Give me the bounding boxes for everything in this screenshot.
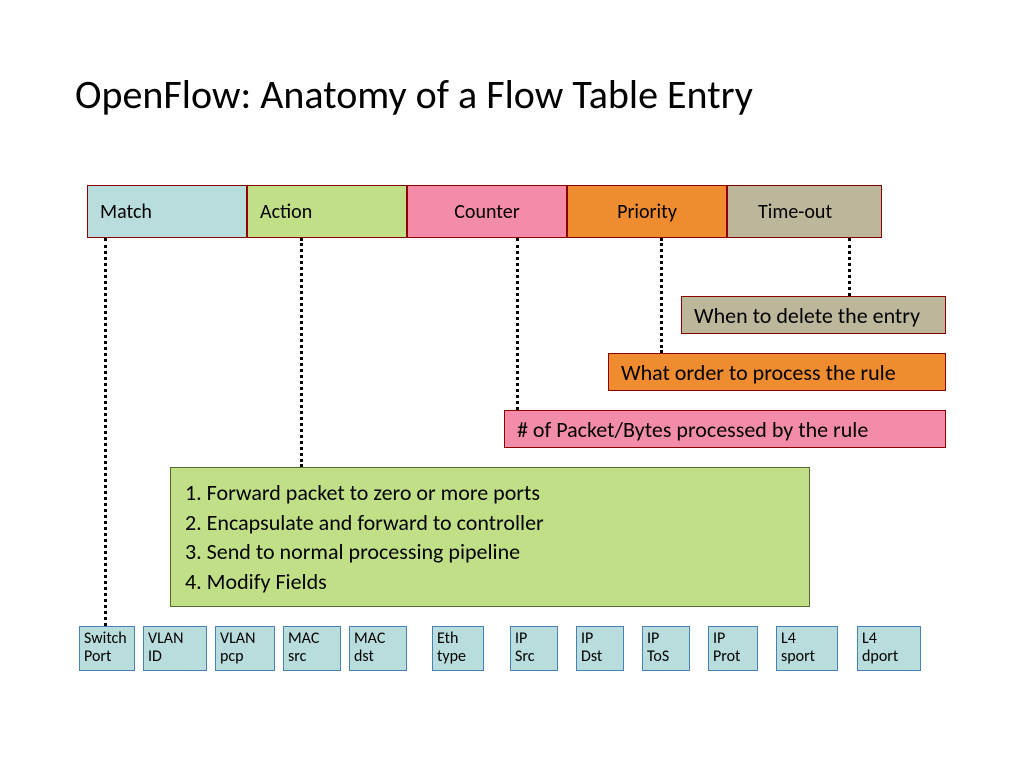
header-cell-time-out: Time-out: [727, 185, 882, 238]
header-cell-action: Action: [247, 185, 407, 238]
connector-line: [104, 238, 107, 626]
match-cell: MACsrc: [283, 626, 341, 671]
callout: When to delete the entry: [681, 296, 946, 334]
match-cell: SwitchPort: [79, 626, 135, 671]
connector-line: [848, 238, 851, 296]
header-cell-priority: Priority: [567, 185, 727, 238]
connector-line: [660, 238, 663, 353]
slide-title: OpenFlow: Anatomy of a Flow Table Entry: [75, 70, 753, 119]
connector-line: [300, 238, 303, 467]
header-cell-match: Match: [87, 185, 247, 238]
action-list-item: 2. Encapsulate and forward to controller: [185, 508, 795, 538]
match-cell: L4sport: [776, 626, 838, 671]
match-cell: MACdst: [349, 626, 407, 671]
action-list-item: 4. Modify Fields: [185, 567, 795, 597]
match-cell: L4dport: [857, 626, 921, 671]
action-list-item: 3. Send to normal processing pipeline: [185, 537, 795, 567]
action-list-item: 1. Forward packet to zero or more ports: [185, 478, 795, 508]
callout: # of Packet/Bytes processed by the rule: [504, 410, 946, 448]
callout: What order to process the rule: [608, 353, 946, 391]
match-cell: IPDst: [576, 626, 624, 671]
header-cell-counter: Counter: [407, 185, 567, 238]
action-list: 1. Forward packet to zero or more ports2…: [170, 467, 810, 607]
match-cell: IPProt: [708, 626, 758, 671]
match-cell: VLANpcp: [215, 626, 275, 671]
match-cell: IPToS: [642, 626, 690, 671]
connector-line: [516, 238, 519, 410]
match-cell: VLANID: [143, 626, 207, 671]
match-cell: IPSrc: [510, 626, 558, 671]
match-cell: Ethtype: [432, 626, 484, 671]
